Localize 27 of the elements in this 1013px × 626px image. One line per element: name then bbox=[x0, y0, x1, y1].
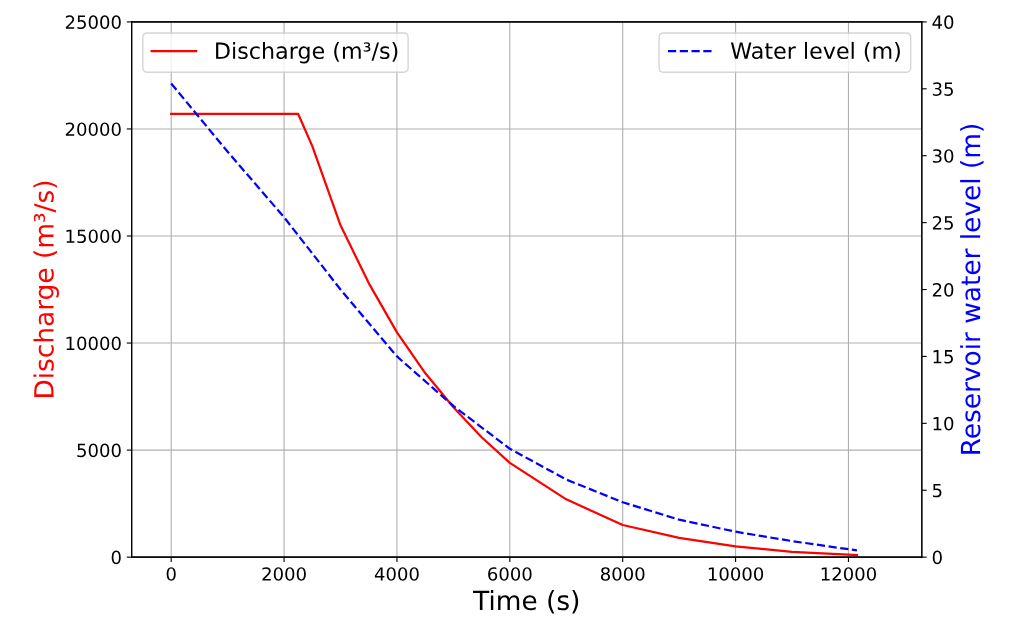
legend-label: Discharge (m³/s) bbox=[216, 41, 398, 64]
y-tick-label: 15000 bbox=[66, 229, 121, 244]
y2-tick-label: 0 bbox=[932, 550, 942, 565]
legend-label: Water level (m) bbox=[730, 41, 900, 62]
x-tick-label: 12000 bbox=[821, 567, 876, 581]
y-axis-title: Discharge (m³/s) bbox=[33, 181, 59, 397]
y2-tick-label: 20 bbox=[932, 282, 954, 297]
y-tick-label: 10000 bbox=[66, 336, 121, 351]
x-tick-label: 0 bbox=[166, 567, 176, 581]
x-tick-label: 6000 bbox=[488, 567, 532, 581]
y2-tick-label: 10 bbox=[933, 416, 954, 431]
y2-tick-label: 40 bbox=[932, 15, 954, 30]
y-tick-label: 25000 bbox=[65, 15, 121, 30]
y2-tick-label: 30 bbox=[932, 149, 954, 163]
y2-tick-label: 25 bbox=[932, 216, 953, 230]
y2-axis-title: Reservoir water level (m) bbox=[960, 125, 984, 454]
y2-tick-label: 35 bbox=[932, 82, 953, 96]
x-tick-label: 8000 bbox=[600, 567, 645, 581]
x-tick-label: 10000 bbox=[708, 567, 764, 581]
y2-tick-label: 15 bbox=[933, 350, 953, 364]
y-tick-label: 5000 bbox=[77, 443, 121, 458]
x-tick-label: 2000 bbox=[262, 567, 306, 581]
x-axis-title: Time (s) bbox=[473, 589, 579, 614]
x-tick-label: 4000 bbox=[374, 567, 419, 581]
y2-tick-label: 5 bbox=[932, 483, 942, 498]
y-tick-label: 20000 bbox=[65, 122, 121, 137]
y-tick-label: 0 bbox=[111, 550, 121, 565]
